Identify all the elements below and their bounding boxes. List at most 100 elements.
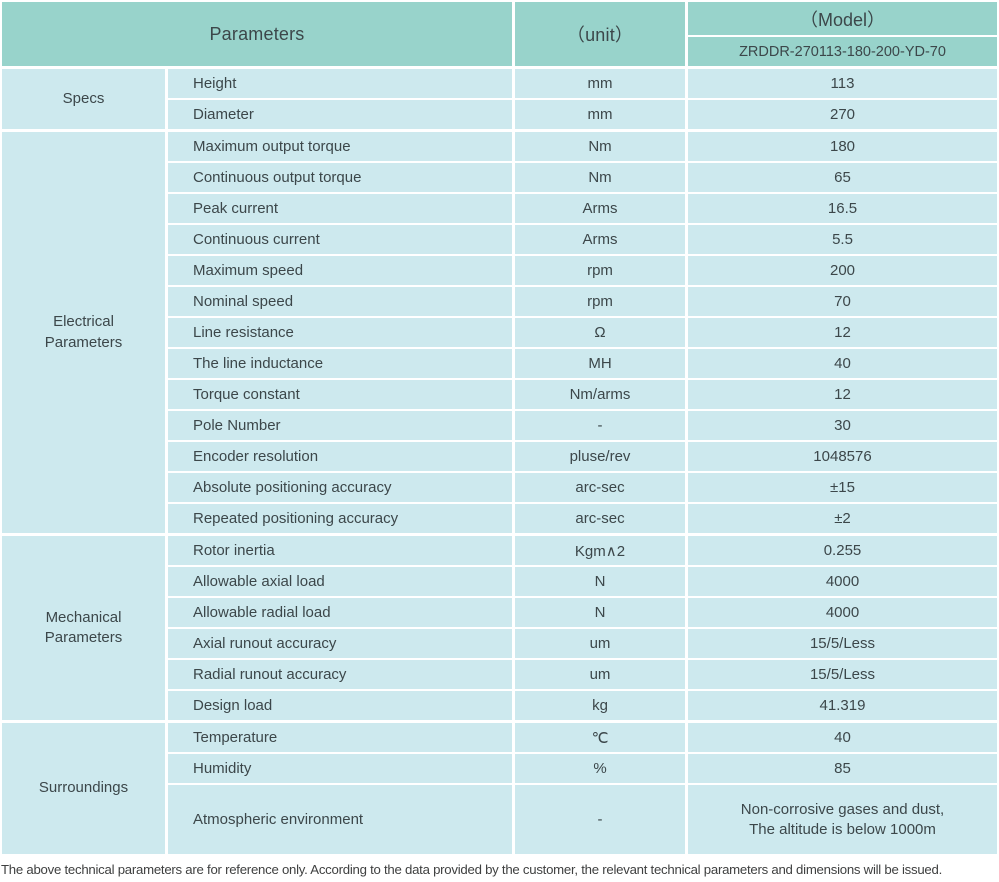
param-name-cell: Pole Number <box>168 411 512 440</box>
value-cell: Non-corrosive gases and dust, The altitu… <box>688 785 997 854</box>
unit-cell: Nm <box>515 163 685 192</box>
unit-cell: arc-sec <box>515 504 685 533</box>
param-name-cell: The line inductance <box>168 349 512 378</box>
table-row: Humidity % 85 <box>168 754 997 783</box>
value-cell: 5.5 <box>688 225 997 254</box>
param-name-cell: Height <box>168 69 512 98</box>
unit-cell: mm <box>515 100 685 129</box>
param-name-cell: Diameter <box>168 100 512 129</box>
section-rows: Maximum output torque Nm 180 Continuous … <box>168 132 997 533</box>
header-model-code: ZRDDR-270113-180-200-YD-70 <box>688 37 997 66</box>
table-row: Nominal speed rpm 70 <box>168 287 997 316</box>
table-row: Design load kg 41.319 <box>168 691 997 720</box>
section-label: Electrical Parameters <box>2 132 165 533</box>
value-cell: 12 <box>688 318 997 347</box>
table-row: Temperature ℃ 40 <box>168 723 997 752</box>
unit-cell: Nm <box>515 132 685 161</box>
param-name-cell: Allowable axial load <box>168 567 512 596</box>
table-row: Axial runout accuracy um 15/5/Less <box>168 629 997 658</box>
unit-cell: um <box>515 660 685 689</box>
unit-cell: kg <box>515 691 685 720</box>
value-cell: 4000 <box>688 598 997 627</box>
value-cell: 16.5 <box>688 194 997 223</box>
table-section: Surroundings Temperature ℃ 40 Humidity %… <box>2 723 997 854</box>
value-cell: 40 <box>688 723 997 752</box>
param-name-cell: Line resistance <box>168 318 512 347</box>
unit-cell: rpm <box>515 256 685 285</box>
value-cell: 0.255 <box>688 536 997 565</box>
header-parameters: Parameters <box>2 2 512 66</box>
table-row: Allowable radial load N 4000 <box>168 598 997 627</box>
table-row: Absolute positioning accuracy arc-sec ±1… <box>168 473 997 502</box>
unit-cell: MH <box>515 349 685 378</box>
unit-cell: pluse/rev <box>515 442 685 471</box>
header-unit: （unit） <box>515 2 685 66</box>
section-label: Mechanical Parameters <box>2 536 165 720</box>
table-section: Mechanical Parameters Rotor inertia Kgm∧… <box>2 536 997 720</box>
table-section: Specs Height mm 113 Diameter mm 270 <box>2 69 997 129</box>
unit-cell: arc-sec <box>515 473 685 502</box>
value-cell: 1048576 <box>688 442 997 471</box>
table-row: Atmospheric environment - Non-corrosive … <box>168 785 997 854</box>
table-row: Allowable axial load N 4000 <box>168 567 997 596</box>
value-cell: ±2 <box>688 504 997 533</box>
param-name-cell: Continuous current <box>168 225 512 254</box>
table-row: Maximum speed rpm 200 <box>168 256 997 285</box>
table-header: Parameters （unit） （Model） ZRDDR-270113-1… <box>2 2 997 66</box>
section-rows: Rotor inertia Kgm∧2 0.255 Allowable axia… <box>168 536 997 720</box>
header-model-group: （Model） ZRDDR-270113-180-200-YD-70 <box>688 2 997 66</box>
value-cell: 30 <box>688 411 997 440</box>
param-name-cell: Temperature <box>168 723 512 752</box>
unit-cell: Nm/arms <box>515 380 685 409</box>
unit-cell: Kgm∧2 <box>515 536 685 565</box>
table-row: Radial runout accuracy um 15/5/Less <box>168 660 997 689</box>
value-cell: 65 <box>688 163 997 192</box>
unit-cell: um <box>515 629 685 658</box>
table-row: Encoder resolution pluse/rev 1048576 <box>168 442 997 471</box>
spec-table: Parameters （unit） （Model） ZRDDR-270113-1… <box>0 0 999 856</box>
unit-cell: - <box>515 785 685 854</box>
table-row: Repeated positioning accuracy arc-sec ±2 <box>168 504 997 533</box>
table-row: Peak current Arms 16.5 <box>168 194 997 223</box>
unit-cell: Ω <box>515 318 685 347</box>
unit-cell: N <box>515 598 685 627</box>
value-cell: 15/5/Less <box>688 660 997 689</box>
param-name-cell: Maximum speed <box>168 256 512 285</box>
table-section: Electrical Parameters Maximum output tor… <box>2 132 997 533</box>
table-row: Height mm 113 <box>168 69 997 98</box>
spec-table-body: Specs Height mm 113 Diameter mm 270 Elec… <box>2 69 997 854</box>
unit-cell: N <box>515 567 685 596</box>
table-row: Rotor inertia Kgm∧2 0.255 <box>168 536 997 565</box>
table-row: Continuous output torque Nm 65 <box>168 163 997 192</box>
value-cell: 41.319 <box>688 691 997 720</box>
unit-cell: - <box>515 411 685 440</box>
section-label: Specs <box>2 69 165 129</box>
value-cell: 40 <box>688 349 997 378</box>
table-row: Maximum output torque Nm 180 <box>168 132 997 161</box>
value-cell: 12 <box>688 380 997 409</box>
param-name-cell: Humidity <box>168 754 512 783</box>
param-name-cell: Absolute positioning accuracy <box>168 473 512 502</box>
param-name-cell: Allowable radial load <box>168 598 512 627</box>
unit-cell: mm <box>515 69 685 98</box>
param-name-cell: Encoder resolution <box>168 442 512 471</box>
param-name-cell: Nominal speed <box>168 287 512 316</box>
unit-cell: ℃ <box>515 723 685 752</box>
value-cell: ±15 <box>688 473 997 502</box>
value-cell: 180 <box>688 132 997 161</box>
value-cell: 113 <box>688 69 997 98</box>
value-cell: 70 <box>688 287 997 316</box>
footnote-text: The above technical parameters are for r… <box>1 862 943 877</box>
unit-cell: Arms <box>515 225 685 254</box>
section-rows: Height mm 113 Diameter mm 270 <box>168 69 997 129</box>
table-row: Diameter mm 270 <box>168 100 997 129</box>
param-name-cell: Atmospheric environment <box>168 785 512 854</box>
param-name-cell: Rotor inertia <box>168 536 512 565</box>
value-cell: 15/5/Less <box>688 629 997 658</box>
param-name-cell: Peak current <box>168 194 512 223</box>
param-name-cell: Torque constant <box>168 380 512 409</box>
section-label: Surroundings <box>2 723 165 854</box>
unit-cell: Arms <box>515 194 685 223</box>
value-cell: 85 <box>688 754 997 783</box>
